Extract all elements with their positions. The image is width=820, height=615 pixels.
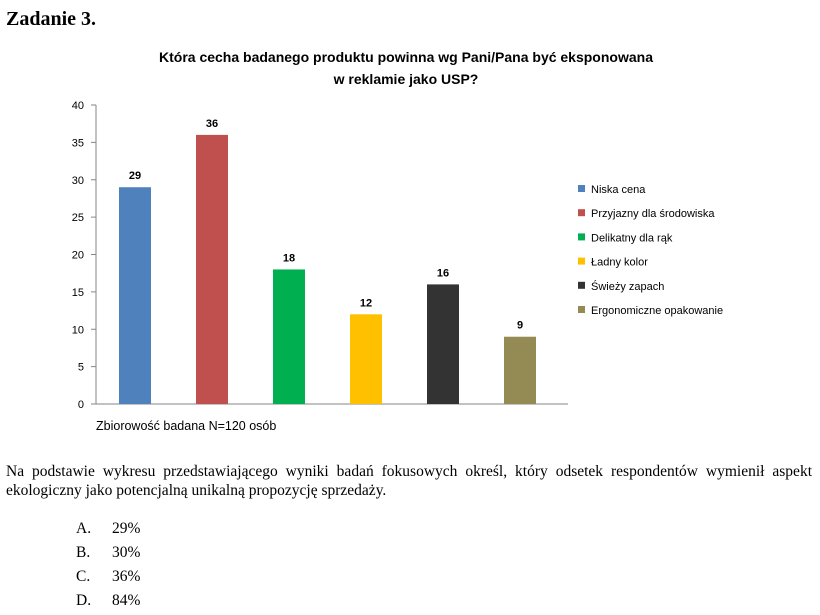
legend-label: Świeży zapach (591, 280, 664, 293)
bar-value-label: 12 (360, 297, 372, 309)
chart-footnote: Zbiorowość badana N=120 osób (96, 419, 276, 433)
legend-swatch (578, 185, 585, 192)
bar (504, 336, 536, 404)
legend-swatch (578, 209, 585, 217)
bar-value-label: 16 (437, 267, 449, 279)
answer-text: 29% (112, 520, 141, 537)
chart-legend: Niska cena Przyjazny dla środowiska Delika… (578, 184, 723, 317)
y-tick-label: 35 (72, 137, 84, 149)
bar-chart: Która cecha badanego produktu powinna wg… (56, 38, 780, 438)
bar (196, 134, 228, 404)
bar (350, 314, 382, 404)
chart-bars: 29 36 18 12 16 9 (119, 118, 536, 404)
y-tick-label: 5 (78, 362, 84, 374)
chart-svg: Która cecha badanego produktu powinna wg… (72, 49, 723, 433)
answer-letter: C. (76, 568, 91, 585)
answer-option: C. 36% (76, 565, 140, 589)
answer-list: A. 29% B. 30% C. 36% D. 84% (76, 517, 140, 613)
legend-label: Przyjazny dla środowiska (591, 208, 715, 220)
bar (119, 187, 151, 404)
legend-swatch (578, 281, 585, 289)
answer-text: 30% (112, 544, 141, 561)
answer-text: 36% (112, 568, 141, 585)
y-tick-label: 0 (78, 399, 84, 411)
answer-option: D. 84% (76, 589, 140, 613)
y-tick-label: 30 (72, 175, 84, 187)
legend-label: Ładny kolor (591, 257, 648, 269)
chart-axes: 0 5 10 15 20 25 30 35 40 (72, 100, 568, 411)
answer-option: A. 29% (76, 517, 140, 541)
y-tick-label: 25 (72, 212, 84, 224)
legend-label: Niska cena (591, 184, 646, 196)
answer-text: 84% (112, 592, 141, 609)
answer-letter: D. (76, 592, 92, 609)
y-tick-label: 10 (72, 324, 84, 336)
bar-value-label: 29 (129, 170, 141, 182)
legend-swatch (578, 306, 585, 313)
task-heading: Zadanie 3. (6, 8, 97, 30)
answer-option: B. 30% (76, 541, 140, 565)
bar-value-label: 9 (517, 320, 523, 332)
answer-letter: B. (76, 544, 91, 561)
legend-swatch (578, 257, 585, 265)
chart-title-line-2: w reklamie jako USP? (333, 71, 479, 87)
bar (273, 269, 305, 404)
bar-value-label: 36 (206, 118, 218, 130)
answer-letter: A. (76, 520, 92, 537)
y-tick-label: 20 (72, 250, 84, 262)
bar (427, 284, 459, 404)
y-tick-label: 40 (72, 100, 84, 112)
legend-label: Ergonomiczne opakowanie (591, 305, 723, 317)
y-tick-label: 15 (72, 287, 84, 299)
legend-label: Delikatny dla rąk (591, 232, 673, 244)
legend-swatch (578, 233, 585, 241)
chart-title-line-1: Która cecha badanego produktu powinna wg… (159, 49, 653, 65)
bar-value-label: 18 (283, 252, 295, 264)
question-text: Na podstawie wykresu przedstawiającego w… (6, 463, 812, 499)
